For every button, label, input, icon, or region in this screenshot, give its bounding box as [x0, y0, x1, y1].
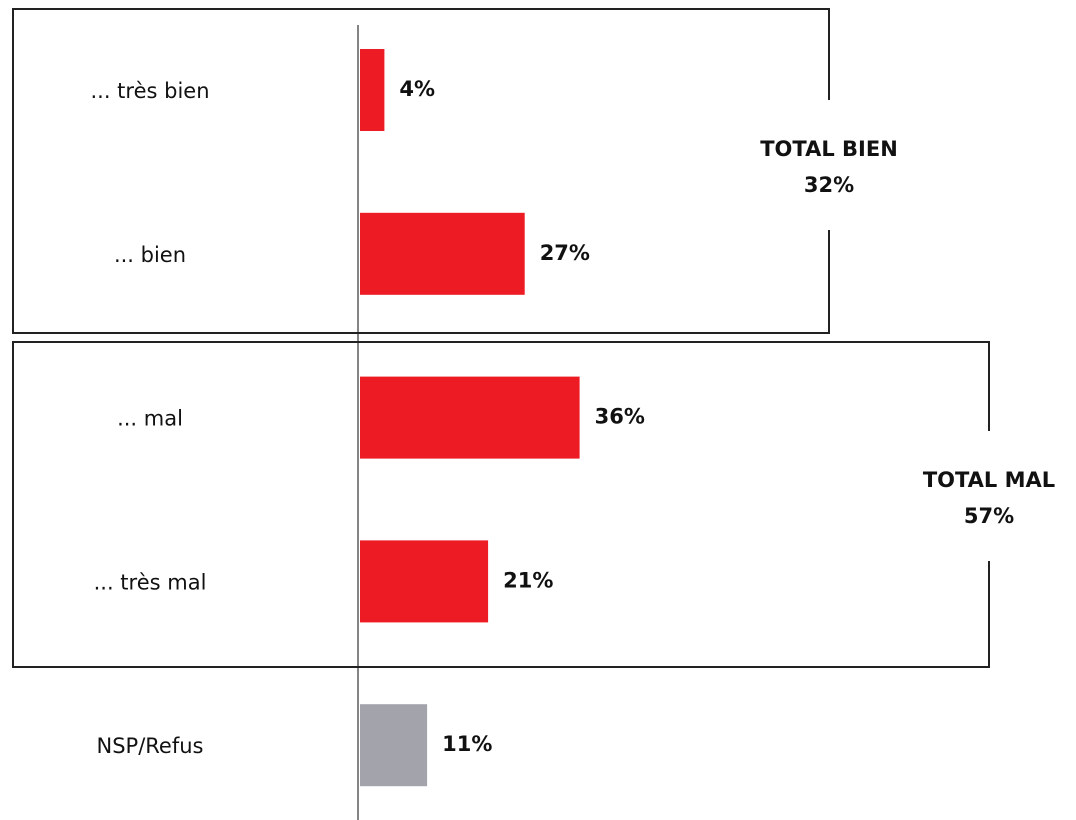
group-name: TOTAL MAL: [923, 468, 1055, 492]
category-label: ... bien: [114, 243, 186, 267]
value-label: 21%: [503, 568, 553, 592]
value-label: 11%: [442, 732, 492, 756]
category-label: ... très bien: [90, 79, 209, 103]
group-value: 57%: [964, 504, 1014, 528]
bar: [360, 376, 580, 459]
group-value: 32%: [804, 173, 854, 197]
group-box: [12, 341, 990, 668]
bar: [360, 212, 525, 295]
value-label: 27%: [540, 241, 590, 265]
category-label: NSP/Refus: [97, 734, 204, 758]
value-label: 4%: [399, 77, 435, 101]
bar: [360, 704, 428, 787]
group-name: TOTAL BIEN: [760, 137, 898, 161]
bar: [360, 540, 489, 623]
bar: [360, 49, 385, 131]
value-label: 36%: [595, 405, 645, 429]
category-label: ... très mal: [94, 570, 207, 594]
category-label: ... mal: [117, 407, 183, 431]
group-box: [12, 8, 830, 334]
